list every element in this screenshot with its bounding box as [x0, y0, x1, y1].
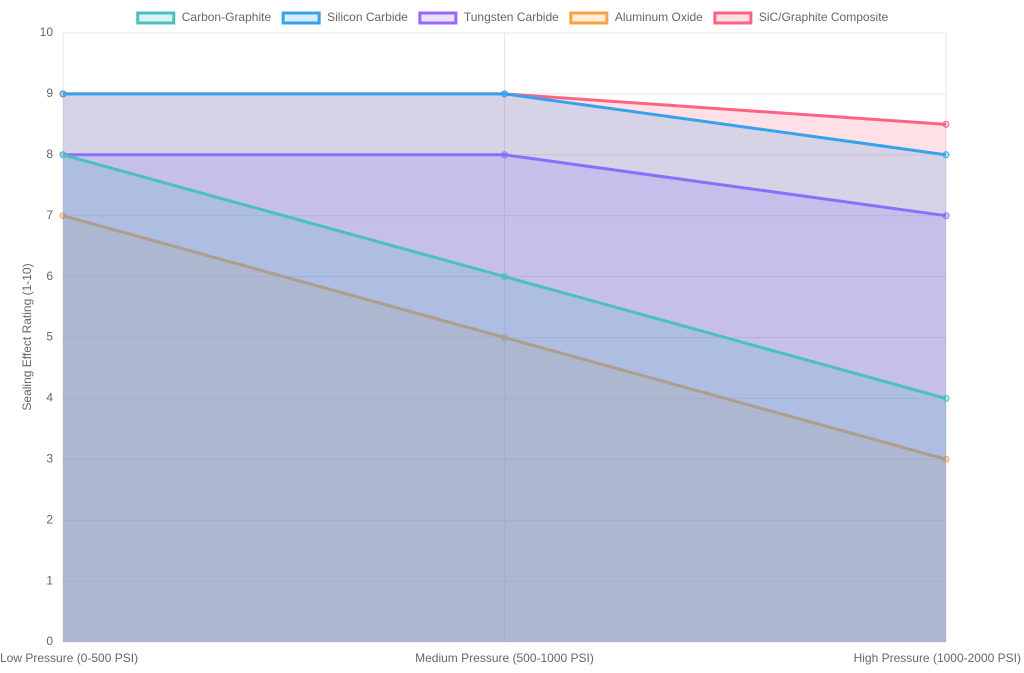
legend-swatch: [136, 11, 176, 25]
y-tick-label: 3: [46, 451, 53, 465]
point: [501, 273, 508, 281]
legend-label: Tungsten Carbide: [464, 10, 559, 24]
point: [501, 151, 508, 159]
point: [59, 212, 67, 220]
line: [62, 214, 947, 461]
legend-swatch: [281, 11, 321, 25]
y-tick-label: 6: [46, 269, 53, 283]
point: [942, 151, 950, 159]
y-tick-label: 7: [46, 208, 53, 222]
point: [501, 90, 508, 98]
legend-swatch: [713, 11, 753, 25]
y-tick-label: 1: [46, 573, 53, 587]
line: [63, 92, 947, 157]
point: [501, 334, 508, 341]
legend-item[interactable]: Aluminum Oxide: [569, 10, 703, 25]
y-tick-label: 2: [46, 512, 53, 526]
legend-item[interactable]: Tungsten Carbide: [418, 10, 559, 25]
y-tick-label: 10: [40, 25, 54, 39]
line: [62, 153, 947, 400]
x-tick-label: Medium Pressure (500-1000 PSI): [415, 651, 594, 665]
x-tick-label: Low Pressure (0-500 PSI): [0, 651, 138, 665]
point: [942, 212, 950, 220]
area: [63, 215, 946, 642]
area: [63, 93, 946, 642]
legend-item[interactable]: Silicon Carbide: [281, 10, 408, 25]
point: [942, 120, 950, 128]
line: [63, 153, 947, 218]
area: [63, 154, 946, 643]
area: [63, 154, 946, 643]
point: [59, 151, 67, 159]
legend-item[interactable]: Carbon-Graphite: [136, 10, 272, 25]
legend-swatch: [418, 11, 458, 25]
point: [942, 455, 950, 463]
y-tick-label: 0: [46, 634, 53, 648]
legend-label: Carbon-Graphite: [182, 10, 272, 24]
legend-item[interactable]: SiC/Graphite Composite: [713, 10, 889, 25]
y-axis-label: Sealing Effect Rating (1-10): [20, 263, 34, 410]
y-tick-label: 4: [46, 391, 53, 405]
y-tick-label: 5: [46, 330, 53, 344]
area: [63, 93, 946, 642]
y-tick-label: 9: [46, 86, 53, 100]
legend-label: Aluminum Oxide: [615, 10, 703, 24]
y-tick-label: 8: [46, 147, 53, 161]
point: [942, 394, 950, 402]
x-tick-label: High Pressure (1000-2000 PSI): [854, 651, 1021, 665]
legend-label: Silicon Carbide: [327, 10, 408, 24]
legend-label: SiC/Graphite Composite: [759, 10, 889, 24]
point: [59, 90, 67, 98]
legend-swatch: [569, 11, 609, 25]
